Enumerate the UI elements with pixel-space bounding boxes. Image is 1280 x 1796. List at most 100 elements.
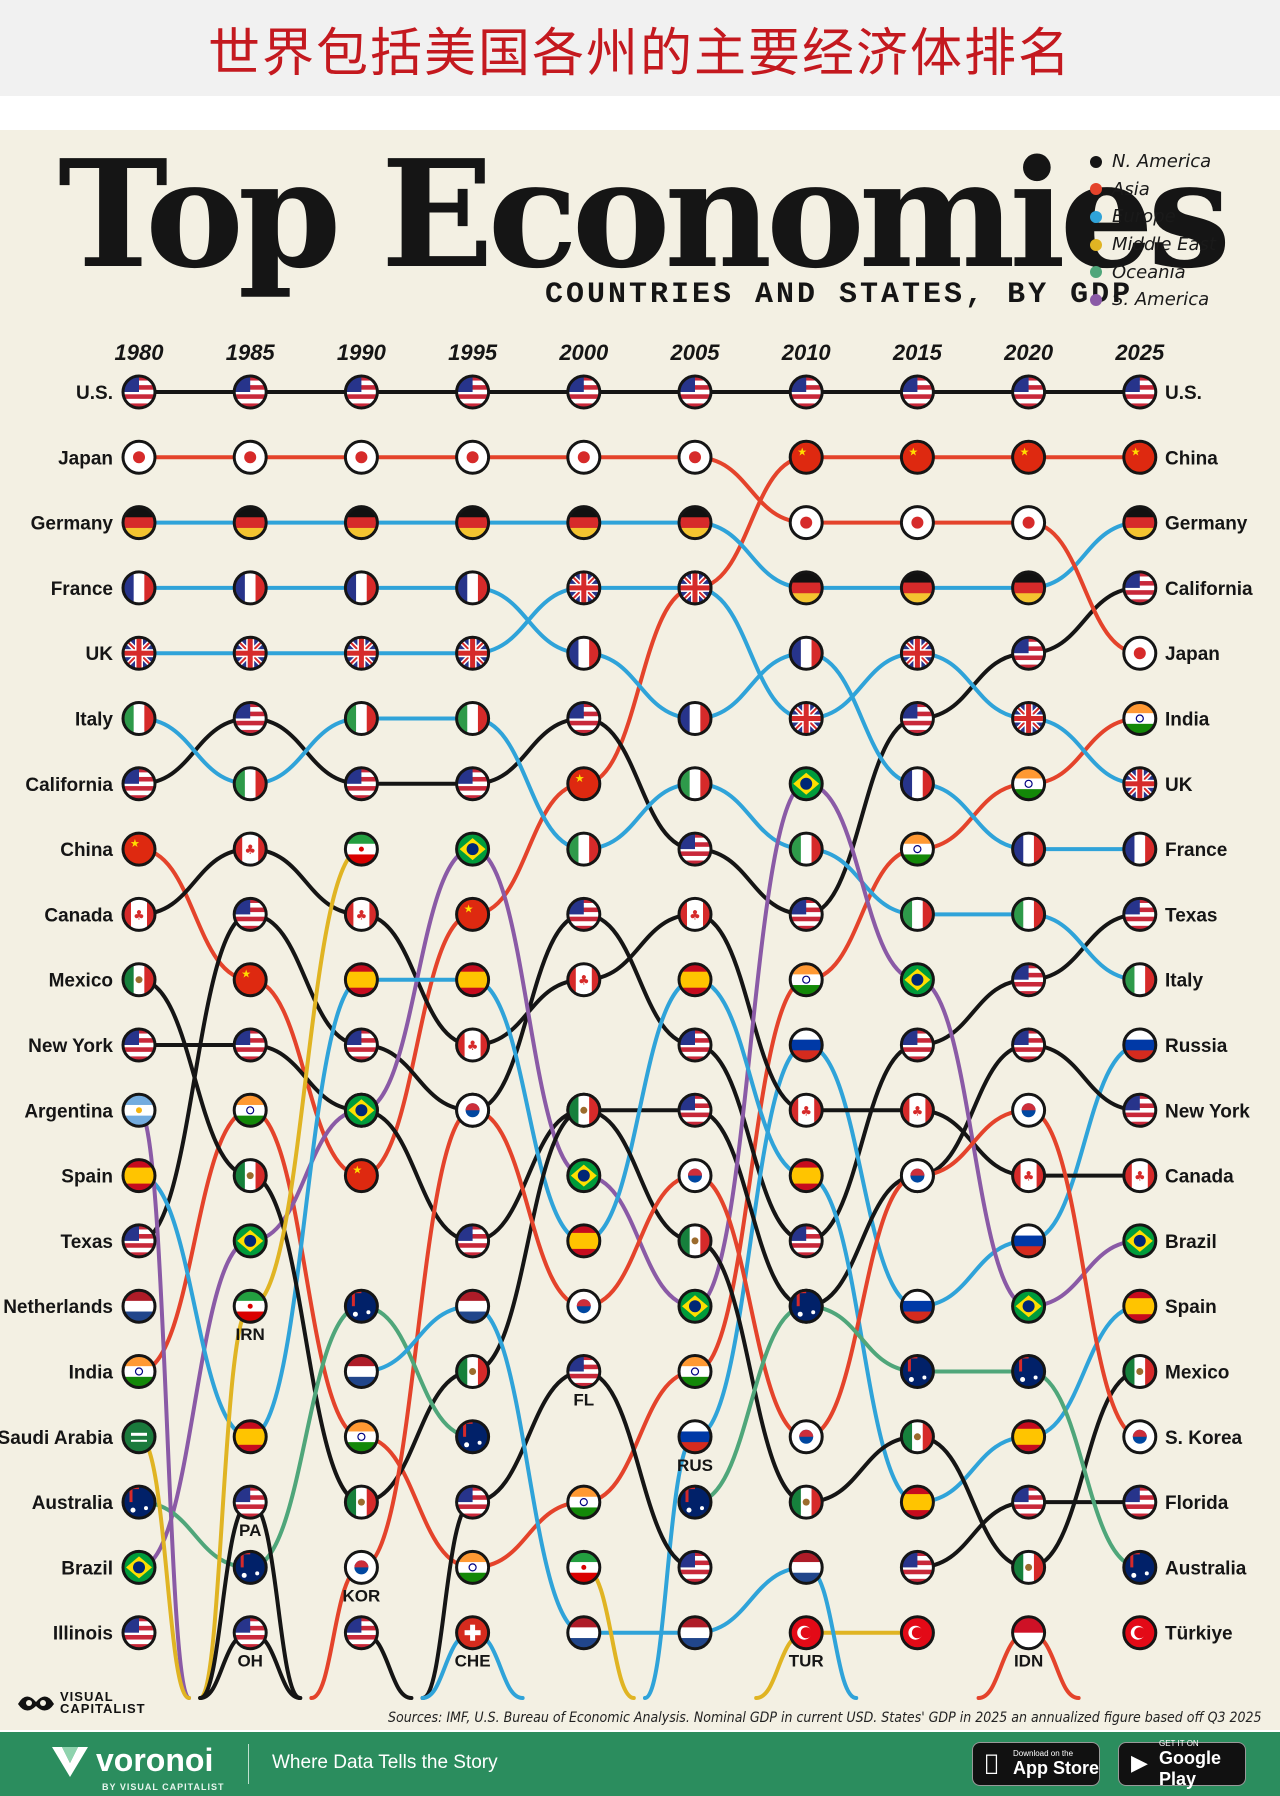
flag-marker: [566, 896, 602, 932]
flag-marker: [232, 1419, 268, 1455]
flag-marker: ♣: [1011, 1158, 1047, 1194]
flag-marker: [788, 1549, 824, 1585]
flag-marker: [677, 1549, 713, 1585]
left-rank-label: Saudi Arabia: [0, 1428, 113, 1449]
flag-marker: [677, 962, 713, 998]
svg-text:♣: ♣: [467, 1039, 479, 1054]
banner-title: 世界包括美国各州的主要经济体排名: [207, 23, 1072, 84]
flag-marker: [788, 505, 824, 541]
flag-marker: [899, 374, 935, 410]
svg-text:♣: ♣: [244, 843, 256, 858]
google-play-button[interactable]: ▶ GET IT ON Google Play: [1118, 1739, 1246, 1789]
flag-marker: [121, 1288, 157, 1324]
flag-marker: [455, 1549, 491, 1585]
flag-marker: [343, 831, 379, 867]
flag-marker: [455, 701, 491, 736]
left-rank-label: New York: [28, 1036, 113, 1057]
flag-marker: [232, 1549, 268, 1585]
legend-dot-icon: [1090, 183, 1102, 196]
flag-marker: [1122, 1419, 1158, 1455]
flag-marker: [899, 831, 935, 867]
flag-marker: [1011, 505, 1047, 541]
flag-marker: [1122, 962, 1158, 998]
flag-marker: [455, 1615, 491, 1651]
flag-marker: [788, 1484, 824, 1520]
flag-marker: [566, 1549, 602, 1585]
year-tick-label: 1980: [115, 340, 165, 365]
flag-marker: ♣: [899, 1092, 935, 1128]
flag-marker: [232, 374, 268, 410]
flag-marker: [1011, 1419, 1047, 1455]
flag-marker: [1122, 1549, 1158, 1585]
svg-text:♣: ♣: [356, 908, 368, 923]
right-rank-label: U.S.: [1165, 383, 1202, 404]
right-rank-label: Canada: [1165, 1167, 1234, 1188]
flag-marker: [1011, 1223, 1047, 1259]
point-label: RUS: [677, 1456, 713, 1475]
point-label: OH: [237, 1652, 263, 1671]
flag-marker: ★: [788, 439, 824, 475]
flag-marker: [677, 831, 713, 867]
flag-marker: [232, 766, 268, 802]
left-rank-label: UK: [86, 644, 114, 665]
right-rank-label: Brazil: [1165, 1232, 1217, 1253]
series-line-new-york: [137, 1042, 1142, 1309]
series-line-germany: [137, 520, 1142, 590]
flag-marker: [343, 505, 379, 541]
legend-item-europe: Europe: [1090, 203, 1216, 231]
flag-marker: [899, 1615, 935, 1651]
series-line-russia: [642, 1042, 1142, 1700]
voronoi-brand[interactable]: voronoi BY VISUAL CAPITALIST: [50, 1742, 224, 1792]
year-tick-label: 2015: [892, 340, 943, 365]
footer-bar: voronoi BY VISUAL CAPITALIST Where Data …: [0, 1732, 1280, 1796]
flag-marker: [566, 570, 602, 606]
series-lines: [137, 389, 1142, 1700]
svg-text:♣: ♣: [1023, 1170, 1035, 1185]
flag-marker: [455, 766, 491, 802]
flag-marker: [899, 1484, 935, 1520]
right-rank-label: S. Korea: [1165, 1428, 1243, 1449]
series-line-japan: [137, 455, 1142, 656]
svg-text:★: ★: [464, 902, 474, 915]
flag-marker: [1011, 701, 1047, 736]
flag-marker: [1122, 766, 1158, 802]
flag-marker: [343, 439, 379, 475]
flag-marker: [1011, 1092, 1047, 1128]
flag-marker: [899, 1027, 935, 1063]
flag-marker: [566, 439, 602, 475]
svg-text:♣: ♣: [578, 974, 590, 989]
left-rank-label: Australia: [32, 1493, 114, 1514]
app-store-button[interactable]:  Download on the App Store: [972, 1742, 1100, 1786]
right-rank-label: Florida: [1165, 1493, 1229, 1514]
left-rank-label: France: [51, 579, 113, 600]
flag-marker: [232, 1615, 268, 1651]
left-rank-label: Brazil: [61, 1558, 113, 1579]
flag-marker: [121, 1223, 157, 1259]
legend-dot-icon: [1090, 210, 1102, 223]
flag-marker: [677, 1615, 713, 1651]
flag-marker: [788, 1288, 824, 1324]
flag-marker: [1011, 831, 1047, 867]
flag-marker: [343, 1288, 379, 1324]
series-line-france: [137, 585, 1142, 852]
flag-marker: [343, 1027, 379, 1063]
flag-marker: ★: [566, 766, 602, 802]
legend-item-asia: Asia: [1090, 176, 1216, 204]
flag-marker: [677, 1288, 713, 1324]
flag-marker: [121, 374, 157, 410]
year-tick-label: 1995: [448, 340, 498, 365]
voronoi-wordmark: voronoi: [96, 1742, 214, 1778]
svg-text:★: ★: [797, 445, 807, 458]
flag-marker: [1122, 1615, 1158, 1651]
flag-marker: [788, 766, 824, 802]
flag-marker: [455, 1092, 491, 1128]
flag-marker: [788, 1158, 824, 1194]
flag-marker: [232, 439, 268, 475]
flag-marker: [899, 962, 935, 998]
right-rank-label: Australia: [1165, 1558, 1247, 1579]
flag-marker: [232, 701, 268, 736]
flag-marker: [121, 570, 157, 606]
year-tick-label: 2010: [781, 340, 832, 365]
point-label: PA: [239, 1521, 261, 1540]
left-rank-label: Illinois: [53, 1624, 113, 1645]
